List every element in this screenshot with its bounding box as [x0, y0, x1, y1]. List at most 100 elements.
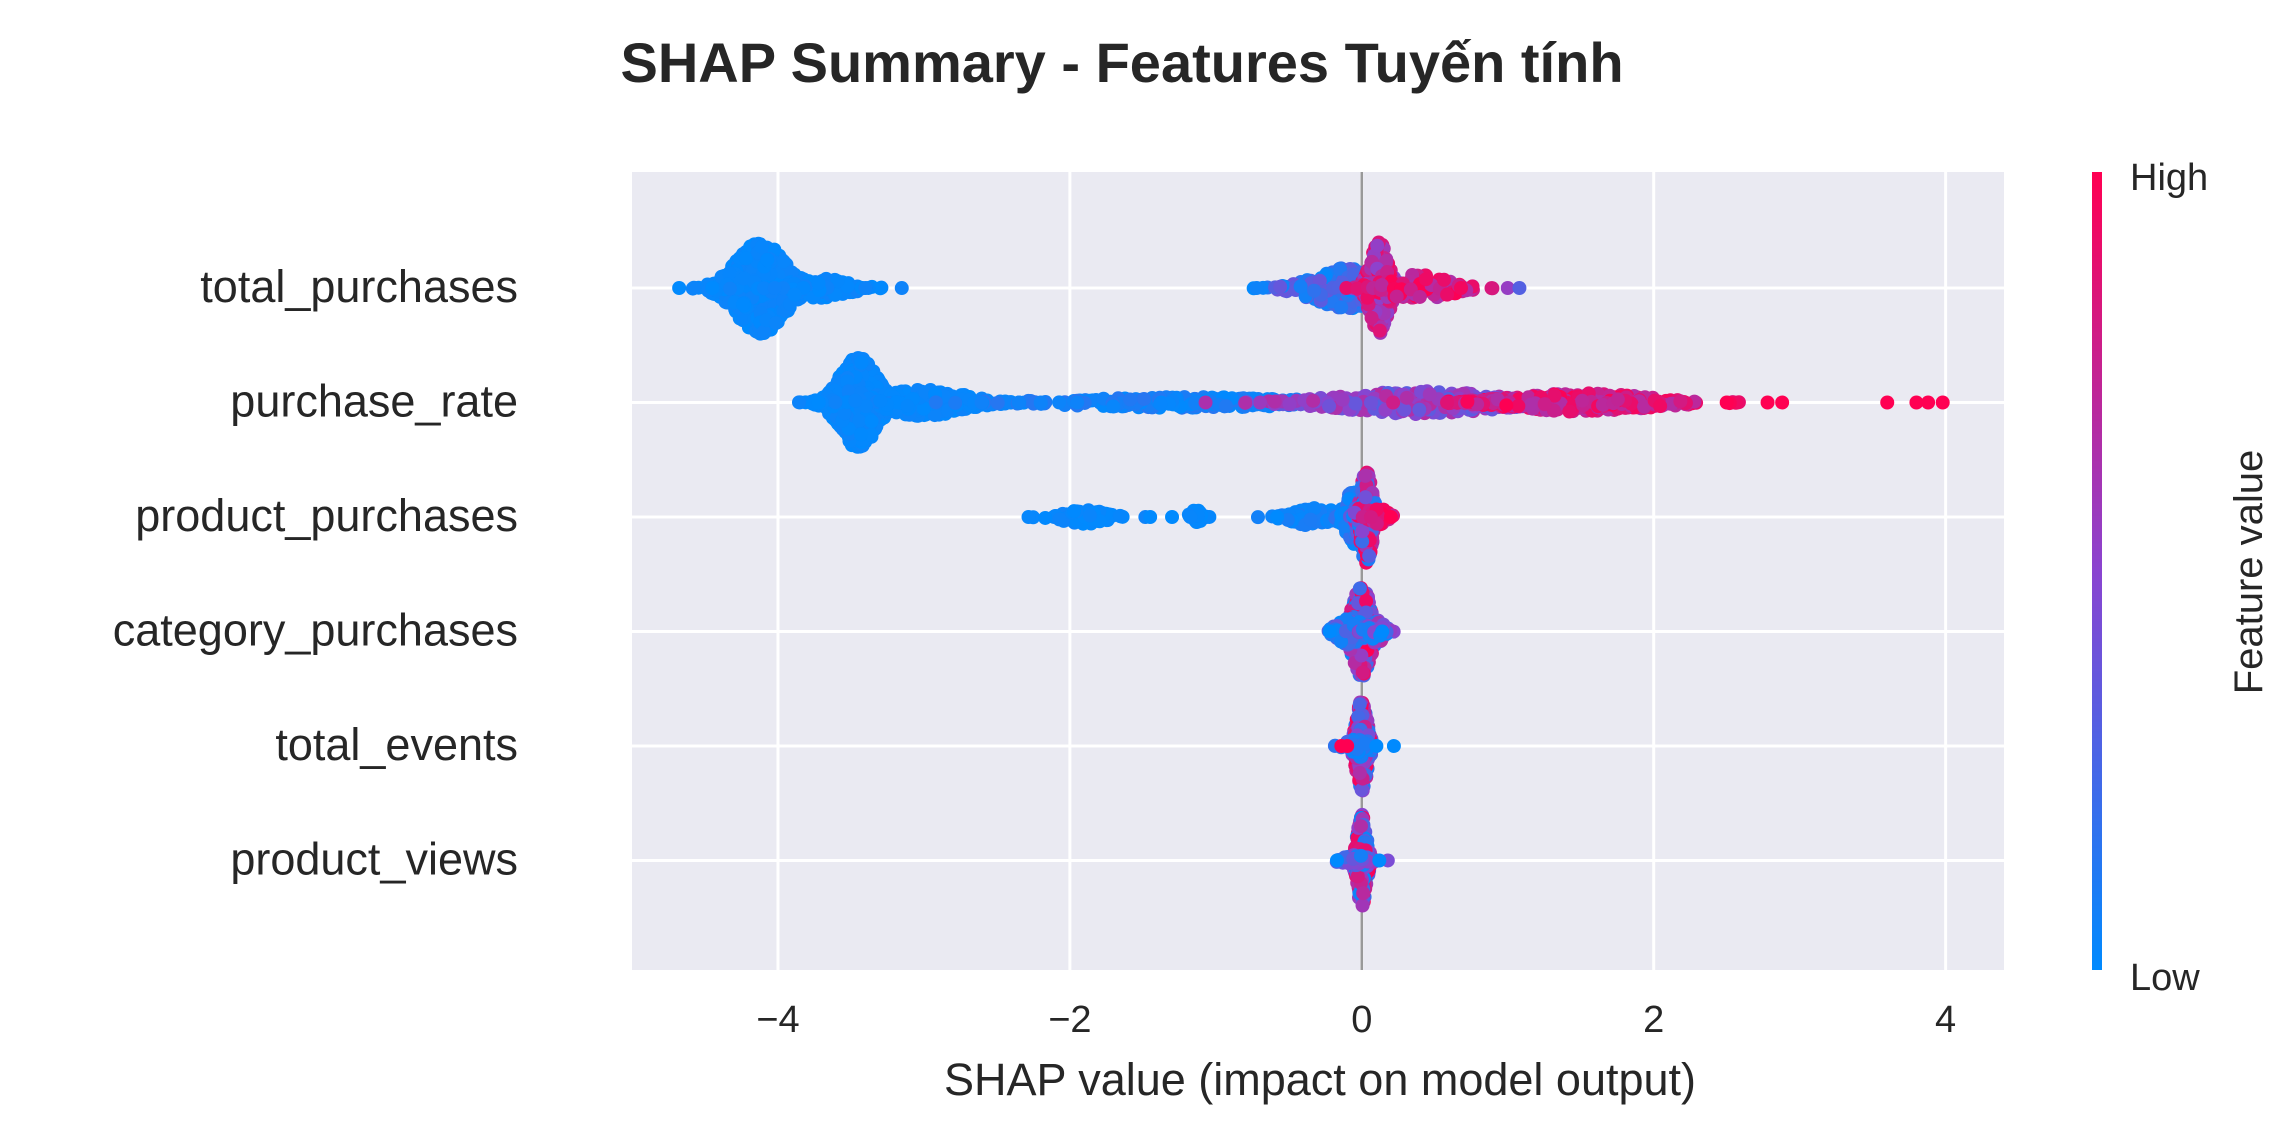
shap-point — [811, 395, 826, 410]
shap-point — [776, 254, 791, 269]
colorbar-high-label: High — [2130, 157, 2208, 199]
shap-point — [1270, 510, 1285, 524]
shap-point — [858, 399, 873, 414]
shap-point — [1386, 739, 1401, 753]
shap-point — [1066, 504, 1081, 519]
shap-point — [1412, 289, 1427, 304]
feature-row-total_purchases — [672, 235, 1527, 341]
shap-point — [1364, 310, 1379, 325]
shap-point — [1353, 819, 1368, 834]
shap-point — [1153, 396, 1168, 411]
shap-point — [1500, 281, 1515, 295]
shap-point — [1282, 397, 1297, 412]
shap-point — [1322, 399, 1337, 414]
shap-point — [854, 427, 869, 442]
shap-point — [1011, 395, 1026, 410]
y-tick-label: total_purchases — [200, 261, 518, 312]
shap-point — [894, 281, 909, 296]
shap-point — [1355, 665, 1370, 680]
shap-point — [1673, 394, 1688, 409]
shap-point — [837, 406, 852, 421]
shap-point — [736, 297, 751, 312]
shap-point — [769, 315, 784, 330]
shap-point — [830, 274, 845, 289]
shap-point — [1306, 393, 1321, 408]
shap-point — [1484, 281, 1499, 296]
shap-point — [757, 324, 772, 339]
shap-point — [1218, 399, 1233, 414]
shap-point — [738, 251, 753, 266]
colorbar-gradient — [2092, 172, 2102, 970]
shap-point — [811, 276, 826, 291]
feature-row-purchase_rate — [791, 351, 1950, 454]
shap-point — [1386, 395, 1401, 410]
shap-point — [1412, 402, 1427, 417]
shap-point — [1307, 283, 1322, 298]
y-tick-label: total_events — [275, 719, 518, 770]
y-axis: total_purchasespurchase_rateproduct_purc… — [113, 261, 518, 885]
shap-point — [1198, 395, 1213, 410]
shap-point — [848, 393, 863, 408]
shap-point — [1935, 395, 1950, 410]
colorbar-title: Feature value — [2227, 450, 2271, 695]
shap-point — [928, 395, 943, 410]
shap-point — [1293, 279, 1308, 294]
shap-point — [852, 413, 867, 428]
shap-point — [1335, 392, 1350, 407]
shap-point — [1719, 395, 1734, 410]
shap-point — [1355, 898, 1370, 913]
shap-point — [974, 395, 989, 410]
shap-point — [723, 281, 738, 296]
shap-point — [754, 239, 769, 254]
x-tick-label: −4 — [756, 999, 799, 1041]
shap-point — [1188, 396, 1203, 411]
shap-point — [1575, 393, 1590, 408]
shap-point — [1370, 238, 1385, 253]
x-tick-label: −2 — [1048, 999, 1091, 1041]
shap-point — [1183, 510, 1198, 525]
shap-point — [1238, 395, 1253, 410]
shap-point — [1106, 399, 1121, 414]
shap-point — [1372, 853, 1387, 868]
shap-point — [1512, 281, 1527, 295]
shap-point — [1537, 397, 1552, 412]
shap-point — [1352, 581, 1367, 596]
shap-point — [756, 281, 771, 296]
shap-point — [990, 395, 1005, 410]
shap-point — [787, 287, 802, 302]
shap-point — [1303, 512, 1318, 527]
shap-point — [1267, 394, 1282, 409]
colorbar-low-label: Low — [2130, 957, 2200, 999]
shap-point — [1437, 272, 1452, 287]
shap-point — [1524, 397, 1539, 412]
shap-point — [1880, 395, 1895, 410]
shap-point — [672, 280, 687, 295]
shap-point — [686, 280, 701, 295]
shap-point — [791, 395, 806, 410]
shap-point — [1375, 624, 1390, 639]
shap-point — [1440, 395, 1455, 410]
chart-title: SHAP Summary - Features Tuyến tính — [620, 31, 1623, 94]
shap-point — [1362, 548, 1377, 563]
shap-point — [1143, 510, 1158, 524]
x-axis: −4 −2 0 2 4 — [756, 999, 1956, 1041]
shap-point — [1921, 395, 1936, 410]
shap-point — [1052, 395, 1067, 410]
shap-point — [1348, 396, 1363, 411]
x-tick-label: 2 — [1643, 999, 1664, 1041]
shap-point — [1460, 394, 1475, 409]
shap-point — [1352, 697, 1367, 712]
shap-point — [927, 408, 942, 423]
x-axis-label: SHAP value (impact on model output) — [944, 1054, 1696, 1105]
shap-point — [1610, 392, 1625, 407]
shap-point — [1760, 395, 1775, 410]
shap-point — [828, 395, 843, 410]
x-tick-label: 4 — [1935, 999, 1956, 1041]
y-tick-label: product_purchases — [135, 490, 518, 541]
shap-point — [1253, 395, 1268, 410]
shap-point — [1353, 848, 1368, 863]
shap-point — [736, 311, 751, 326]
shap-point — [1499, 398, 1514, 413]
shap-point — [1379, 253, 1394, 268]
